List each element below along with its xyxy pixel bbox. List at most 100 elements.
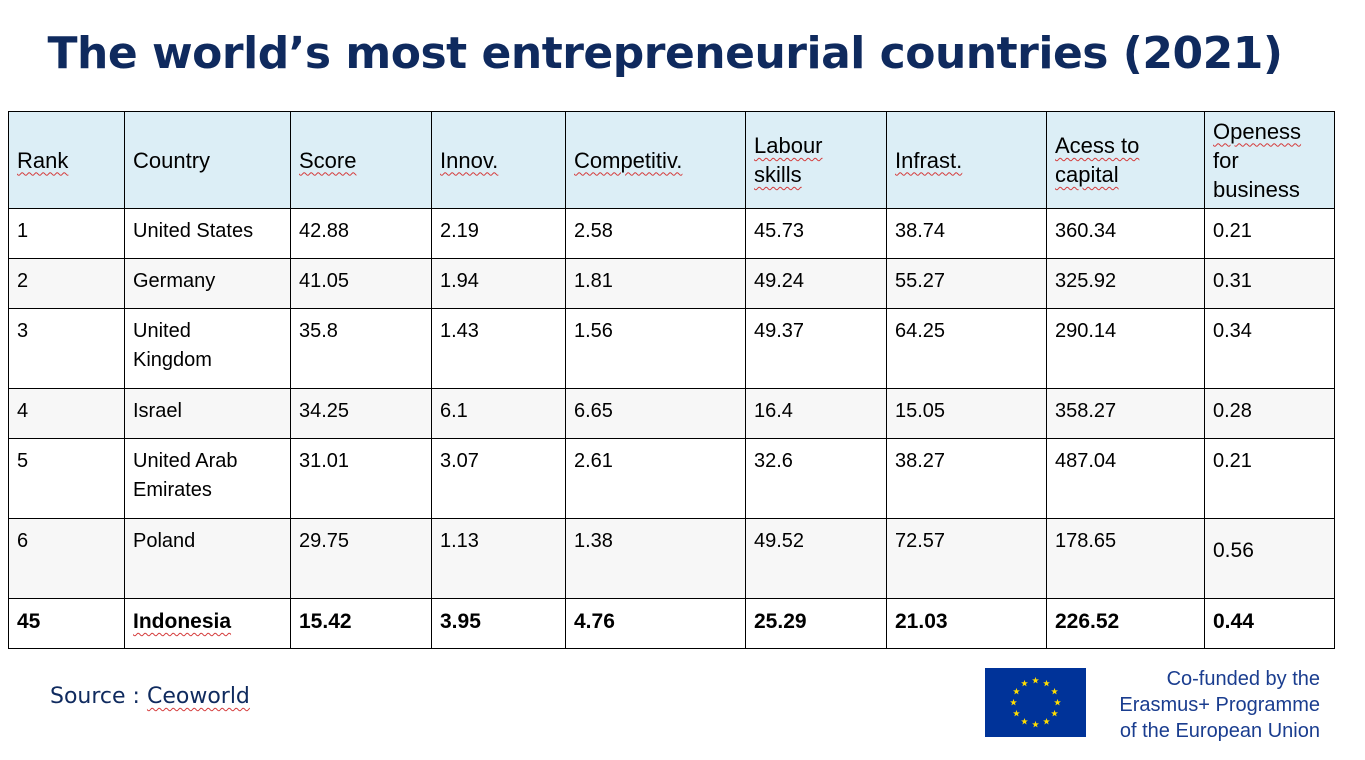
cell-country: Israel (124, 388, 291, 439)
cell-labour-skills: 49.24 (745, 258, 887, 309)
cell-infrastructure: 72.57 (886, 518, 1047, 599)
eu-star (1043, 717, 1050, 725)
cell-access-to-capital: 360.34 (1046, 208, 1205, 259)
cell-innovation: 1.94 (431, 258, 566, 309)
header-openness-line3: business (1213, 176, 1300, 202)
cell-access-to-capital: 178.65 (1046, 518, 1205, 599)
eu-star (1013, 709, 1020, 717)
cell-competitiveness: 1.81 (565, 258, 746, 309)
header-infrastructure: Infrast. (886, 111, 1047, 209)
header-rank-label: Rank (17, 147, 69, 173)
cell-rank: 3 (8, 308, 125, 389)
eu-funding-text: Co-funded by the Erasmus+ Programme of t… (1100, 666, 1320, 744)
cell-rank: 45 (8, 598, 125, 649)
header-competitiveness: Competitiv. (565, 111, 746, 209)
cell-infrastructure: 38.27 (886, 438, 1047, 519)
eu-star (1013, 687, 1020, 695)
header-infrastructure-label: Infrast. (895, 147, 963, 173)
cell-score: 42.88 (290, 208, 432, 259)
entrepreneurial-countries-table: Rank Country Score Innov. Competitiv. La… (8, 111, 1335, 649)
cell-competitiveness: 6.65 (565, 388, 746, 439)
cell-rank: 5 (8, 438, 125, 519)
cell-infrastructure: 21.03 (886, 598, 1047, 649)
eu-star (1051, 687, 1058, 695)
eu-funding-line1: Co-funded by the (1166, 668, 1320, 690)
header-labour-skills-line2: skills (754, 162, 802, 187)
cell-country: Poland (124, 518, 291, 599)
header-openness-for-business: Openess for business (1204, 111, 1335, 209)
table-row: 5 United Arab Emirates 31.01 3.07 2.61 3… (8, 438, 1335, 519)
cell-access-to-capital: 226.52 (1046, 598, 1205, 649)
cell-access-to-capital: 487.04 (1046, 438, 1205, 519)
table-row: 3 United Kingdom 35.8 1.43 1.56 49.37 64… (8, 308, 1335, 389)
eu-star (1043, 679, 1050, 687)
eu-star (1032, 720, 1039, 728)
eu-star (1021, 717, 1028, 725)
eu-star (1051, 709, 1058, 717)
cell-country: United Arab Emirates (124, 438, 291, 519)
table-header-row: Rank Country Score Innov. Competitiv. La… (8, 111, 1335, 209)
cell-rank: 4 (8, 388, 125, 439)
table-row: 1 United States 42.88 2.19 2.58 45.73 38… (8, 208, 1335, 259)
cell-access-to-capital: 290.14 (1046, 308, 1205, 389)
cell-openness: 0.56 (1204, 518, 1335, 599)
cell-infrastructure: 15.05 (886, 388, 1047, 439)
cell-score: 29.75 (290, 518, 432, 599)
cell-score: 35.8 (290, 308, 432, 389)
cell-country-label: Indonesia (133, 610, 232, 633)
cell-labour-skills: 25.29 (745, 598, 887, 649)
cell-rank: 1 (8, 208, 125, 259)
eu-flag-icon (985, 668, 1086, 737)
cell-competitiveness: 2.58 (565, 208, 746, 259)
cell-country: United States (124, 208, 291, 259)
eu-star (1032, 676, 1039, 684)
cell-innovation: 3.07 (431, 438, 566, 519)
cell-openness: 0.21 (1204, 208, 1335, 259)
eu-star (1010, 698, 1017, 706)
cell-country: Indonesia (124, 598, 291, 649)
cell-labour-skills: 32.6 (745, 438, 887, 519)
cell-labour-skills: 45.73 (745, 208, 887, 259)
header-score-label: Score (299, 147, 357, 173)
header-country: Country (124, 111, 291, 209)
cell-innovation: 1.43 (431, 308, 566, 389)
cell-rank: 2 (8, 258, 125, 309)
cell-country-line1: United (133, 320, 191, 342)
cell-score: 34.25 (290, 388, 432, 439)
header-openness-line2: for (1213, 147, 1239, 173)
cell-openness: 0.28 (1204, 388, 1335, 439)
eu-funding-line3: of the European Union (1119, 720, 1320, 742)
table-row: 6 Poland 29.75 1.13 1.38 49.52 72.57 178… (8, 518, 1335, 599)
cell-innovation: 3.95 (431, 598, 566, 649)
cell-score: 15.42 (290, 598, 432, 649)
cell-score: 41.05 (290, 258, 432, 309)
cell-openness: 0.34 (1204, 308, 1335, 389)
cell-competitiveness: 2.61 (565, 438, 746, 519)
cell-openness: 0.21 (1204, 438, 1335, 519)
table-row-highlight: 45 Indonesia 15.42 3.95 4.76 25.29 21.03… (8, 598, 1335, 649)
header-labour-skills: Labour skills (745, 111, 887, 209)
cell-openness: 0.44 (1204, 598, 1335, 649)
page-title: The world’s most entrepreneurial countri… (47, 28, 1283, 79)
table-row: 4 Israel 34.25 6.1 6.65 16.4 15.05 358.2… (8, 388, 1335, 439)
header-country-label: Country (133, 147, 211, 173)
header-innovation-label: Innov. (440, 147, 499, 173)
eu-star (1054, 698, 1061, 706)
cell-labour-skills: 16.4 (745, 388, 887, 439)
cell-country-line1: United Arab (133, 450, 238, 472)
cell-country: Germany (124, 258, 291, 309)
header-openness-line1: Openess (1213, 118, 1302, 144)
cell-infrastructure: 38.74 (886, 208, 1047, 259)
cell-country-line2: Emirates (133, 479, 212, 501)
cell-innovation: 6.1 (431, 388, 566, 439)
header-competitiveness-label: Competitiv. (574, 147, 683, 173)
header-access-to-capital: Acess to capital (1046, 111, 1205, 209)
source-name: Ceoworld (146, 684, 250, 709)
cell-innovation: 2.19 (431, 208, 566, 259)
cell-labour-skills: 49.37 (745, 308, 887, 389)
cell-access-to-capital: 325.92 (1046, 258, 1205, 309)
cell-competitiveness: 1.38 (565, 518, 746, 599)
cell-infrastructure: 64.25 (886, 308, 1047, 389)
cell-country: United Kingdom (124, 308, 291, 389)
cell-labour-skills: 49.52 (745, 518, 887, 599)
